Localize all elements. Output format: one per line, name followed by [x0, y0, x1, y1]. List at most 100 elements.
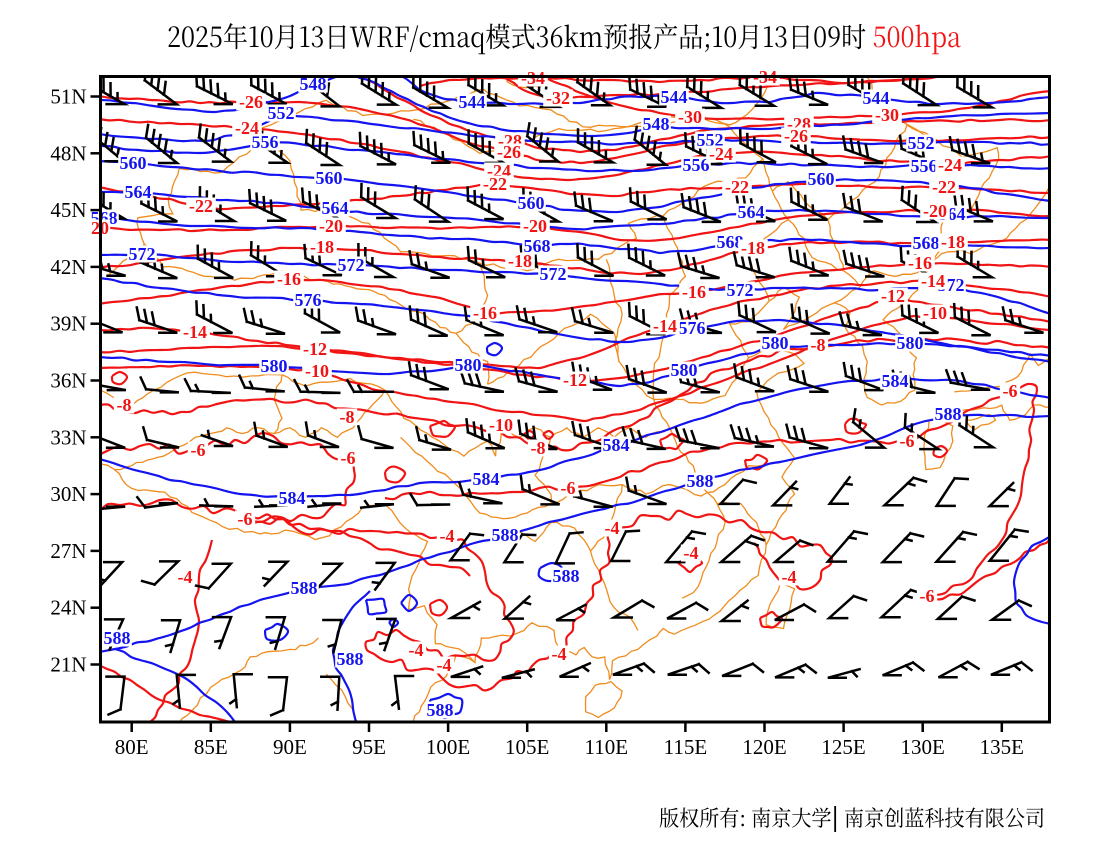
svg-text:-16: -16: [682, 282, 706, 302]
svg-text:110E: 110E: [585, 735, 629, 759]
svg-text:135E: 135E: [980, 735, 1024, 759]
svg-text:580: 580: [671, 360, 698, 380]
svg-text:584: 584: [882, 371, 909, 391]
svg-text:-8: -8: [811, 335, 826, 355]
svg-text:-22: -22: [189, 196, 213, 216]
svg-text:-4: -4: [684, 543, 699, 563]
svg-text:-6: -6: [341, 448, 356, 468]
svg-text:-4: -4: [605, 518, 620, 538]
svg-text:584: 584: [603, 435, 630, 455]
svg-text:-26: -26: [497, 142, 521, 162]
svg-text:548: 548: [300, 74, 327, 94]
svg-text:-10: -10: [489, 415, 513, 435]
svg-text:-12: -12: [563, 370, 587, 390]
svg-text:-32: -32: [546, 88, 570, 108]
svg-text:-8: -8: [340, 407, 355, 427]
svg-text:-24: -24: [938, 155, 962, 175]
svg-text:-30: -30: [678, 107, 702, 127]
svg-text:568: 568: [913, 233, 940, 253]
svg-text:-18: -18: [741, 238, 765, 258]
svg-text:-8: -8: [531, 438, 546, 458]
svg-text:584: 584: [279, 488, 306, 508]
svg-text:-26: -26: [239, 92, 263, 112]
svg-text:588: 588: [427, 700, 454, 720]
svg-text:556: 556: [683, 155, 710, 175]
svg-text:27N: 27N: [50, 539, 86, 563]
svg-text:-16: -16: [473, 303, 497, 323]
svg-text:-4: -4: [552, 644, 567, 664]
svg-text:125E: 125E: [821, 735, 865, 759]
svg-text:560: 560: [518, 193, 545, 213]
svg-text:552: 552: [697, 130, 724, 150]
svg-text:552: 552: [268, 103, 295, 123]
svg-text:33N: 33N: [50, 425, 86, 449]
svg-text:-4: -4: [178, 567, 193, 587]
svg-text:-14: -14: [921, 271, 945, 291]
svg-text:-18: -18: [310, 237, 334, 257]
svg-text:-4: -4: [437, 655, 452, 675]
svg-text:572: 572: [540, 264, 567, 284]
svg-text:39N: 39N: [50, 312, 86, 336]
svg-text:560: 560: [808, 169, 835, 189]
svg-text:-22: -22: [932, 177, 956, 197]
svg-text:-20: -20: [319, 216, 343, 236]
svg-text:-16: -16: [277, 269, 301, 289]
svg-text:-12: -12: [881, 286, 905, 306]
svg-text:90E: 90E: [273, 735, 307, 759]
svg-text:105E: 105E: [505, 735, 549, 759]
svg-text:560: 560: [316, 168, 343, 188]
svg-text:588: 588: [492, 525, 519, 545]
svg-text:45N: 45N: [50, 198, 86, 222]
svg-text:-8: -8: [117, 395, 132, 415]
svg-text:-6: -6: [900, 431, 915, 451]
svg-text:564: 564: [125, 182, 152, 202]
svg-text:-22: -22: [483, 174, 507, 194]
svg-text:-10: -10: [305, 361, 329, 381]
svg-text:42N: 42N: [50, 255, 86, 279]
svg-text:-4: -4: [409, 640, 424, 660]
svg-text:-14: -14: [653, 316, 677, 336]
svg-text:-12: -12: [303, 339, 327, 359]
svg-text:-6: -6: [238, 509, 253, 529]
svg-text:588: 588: [337, 649, 364, 669]
svg-text:588: 588: [687, 471, 714, 491]
svg-text:580: 580: [897, 333, 924, 353]
svg-text:572: 572: [129, 244, 156, 264]
svg-text:-6: -6: [920, 586, 935, 606]
svg-text:-26: -26: [784, 126, 808, 146]
svg-text:-10: -10: [923, 303, 947, 323]
svg-text:100E: 100E: [426, 735, 470, 759]
svg-text:588: 588: [935, 404, 962, 424]
svg-text:85E: 85E: [194, 735, 228, 759]
svg-text:24N: 24N: [50, 596, 86, 620]
svg-text:580: 580: [455, 355, 482, 375]
svg-text:36N: 36N: [50, 369, 86, 393]
svg-text:-14: -14: [183, 322, 207, 342]
svg-text:584: 584: [473, 469, 500, 489]
svg-text:548: 548: [643, 114, 670, 134]
svg-text:568: 568: [717, 232, 744, 252]
svg-text:51N: 51N: [50, 85, 86, 109]
svg-text:-30: -30: [875, 105, 899, 125]
svg-text:576: 576: [679, 318, 706, 338]
svg-text:130E: 130E: [901, 735, 945, 759]
svg-text:120E: 120E: [742, 735, 786, 759]
svg-text:-6: -6: [1003, 381, 1018, 401]
svg-text:568: 568: [524, 236, 551, 256]
svg-text:580: 580: [762, 333, 789, 353]
svg-text:-20: -20: [923, 201, 947, 221]
svg-text:572: 572: [727, 280, 754, 300]
svg-text:-4: -4: [782, 567, 797, 587]
svg-text:80E: 80E: [115, 735, 149, 759]
svg-text:560: 560: [120, 153, 147, 173]
svg-text:588: 588: [291, 578, 318, 598]
svg-text:552: 552: [908, 133, 935, 153]
svg-text:-24: -24: [235, 118, 259, 138]
svg-text:-24: -24: [709, 144, 733, 164]
svg-text:-20: -20: [523, 216, 547, 236]
svg-text:-6: -6: [191, 440, 206, 460]
svg-text:115E: 115E: [664, 735, 708, 759]
svg-text:-18: -18: [941, 232, 965, 252]
svg-text:544: 544: [459, 92, 486, 112]
svg-text:564: 564: [738, 202, 765, 222]
